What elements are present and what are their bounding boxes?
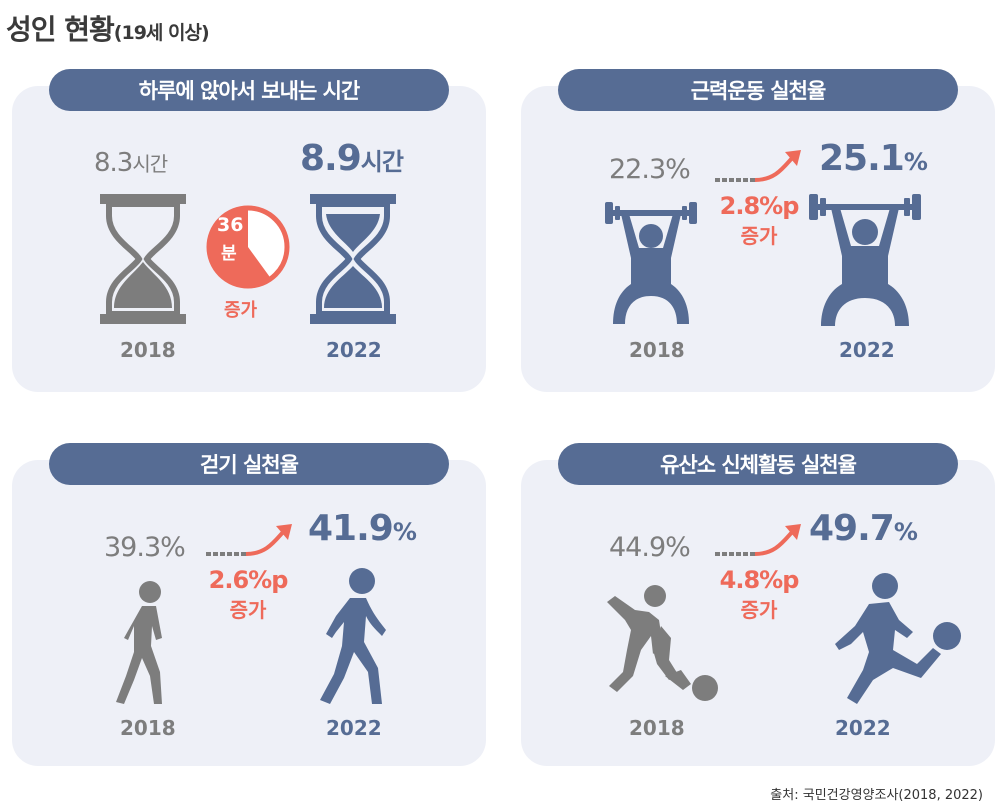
value-number: 39.3	[104, 532, 161, 563]
weightlifter-icon	[605, 202, 697, 324]
panel-title-pill: 하루에 앉아서 보내는 시간	[49, 69, 449, 111]
hourglass-icon	[310, 194, 396, 324]
year-after: 2022	[326, 338, 382, 362]
soccer-player-icon	[835, 573, 961, 704]
year-before: 2018	[120, 338, 176, 362]
walking-person-icon	[320, 568, 386, 704]
value-unit: %	[893, 518, 918, 546]
value-before: 22.3%	[609, 154, 691, 185]
value-unit: %	[903, 148, 928, 176]
value-unit: 시간	[360, 148, 404, 176]
value-unit: %	[392, 518, 417, 546]
panel-strength-training: 근력운동 실천율 22.3% 25.1% 2.8%p 증가	[521, 69, 995, 392]
value-after: 41.9%	[308, 508, 417, 549]
value-before: 44.9%	[609, 532, 691, 563]
value-after: 25.1%	[819, 138, 928, 179]
change-box: 2.6%p 증가	[196, 566, 300, 623]
value-number: 49.7	[809, 508, 895, 549]
value-before: 8.3시간	[94, 148, 168, 178]
page-title: 성인 현황(19세 이상)	[6, 8, 210, 48]
panel-title-pill: 유산소 신체활동 실천율	[558, 443, 958, 485]
change-amount: 2.8%p	[719, 192, 800, 220]
walking-person-icon	[116, 581, 162, 704]
badge-number: 36	[217, 214, 244, 236]
year-before: 2018	[120, 716, 176, 740]
panel-sitting-time: 하루에 앉아서 보내는 시간 8.3시간 8.9시간 36 분 증가 2018 …	[12, 69, 486, 392]
soccer-player-icon	[607, 585, 718, 701]
change-label: 증가	[740, 224, 778, 248]
value-after: 49.7%	[809, 508, 918, 549]
year-after: 2022	[326, 716, 382, 740]
hourglass-icon	[100, 194, 186, 324]
change-label: 증가	[740, 598, 778, 622]
weightlifter-icon	[809, 194, 921, 326]
value-unit: 시간	[132, 152, 168, 176]
change-amount: 2.6%p	[208, 566, 289, 594]
panel-aerobic-activity: 유산소 신체활동 실천율 44.9% 49.7% 4.8%p 증가 2018 2…	[521, 443, 995, 766]
value-number: 8.3	[94, 148, 133, 178]
panel-walking: 걷기 실천율 39.3% 41.9% 2.6%p 증가 2018 2022	[12, 443, 486, 766]
change-amount: 4.8%p	[719, 566, 800, 594]
change-label: 증가	[229, 598, 267, 622]
panel-title-pill: 근력운동 실천율	[558, 69, 958, 111]
year-after: 2022	[839, 338, 895, 362]
value-number: 25.1	[819, 138, 905, 179]
trend-arrow-icon	[206, 524, 292, 556]
title-main: 성인 현황	[6, 13, 115, 46]
value-unit: %	[665, 532, 691, 563]
value-number: 22.3	[609, 154, 666, 185]
panel-title-pill: 걷기 실천율	[49, 443, 449, 485]
badge-unit: 분	[221, 244, 237, 264]
year-before: 2018	[629, 716, 685, 740]
change-box: 2.8%p 증가	[707, 192, 811, 249]
value-number: 44.9	[609, 532, 666, 563]
title-subtitle: (19세 이상)	[113, 22, 210, 44]
value-number: 41.9	[308, 508, 394, 549]
value-number: 8.9	[300, 138, 362, 179]
year-before: 2018	[629, 338, 685, 362]
clock-badge-icon	[206, 205, 290, 289]
trend-arrow-icon	[715, 524, 801, 556]
source-note: 출처: 국민건강영양조사(2018, 2022)	[770, 788, 983, 803]
year-after: 2022	[835, 716, 891, 740]
value-before: 39.3%	[104, 532, 186, 563]
value-unit: %	[665, 154, 691, 185]
value-unit: %	[160, 532, 186, 563]
badge-label: 증가	[224, 300, 258, 321]
change-box: 4.8%p 증가	[707, 566, 811, 623]
value-after: 8.9시간	[300, 138, 404, 179]
trend-arrow-icon	[715, 150, 801, 182]
